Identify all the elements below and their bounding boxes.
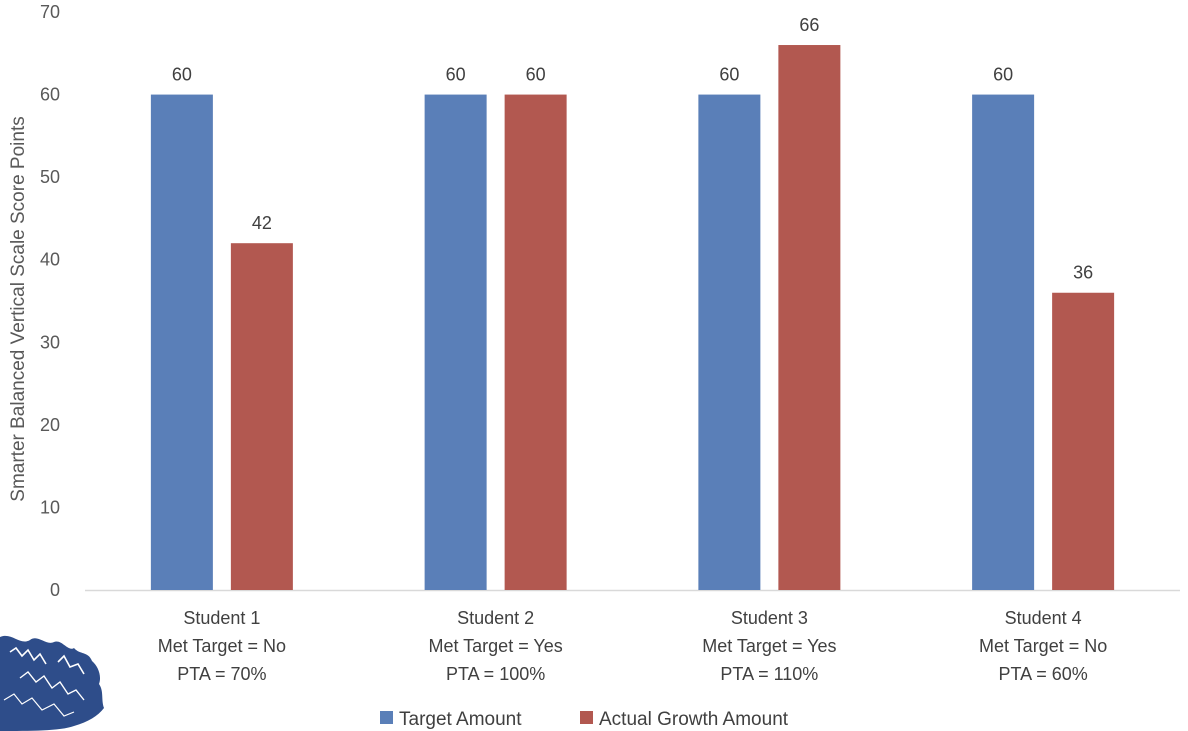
data-label-actual-growth-amount-2: 60: [526, 65, 546, 85]
category-label-3-line-2: Met Target = Yes: [702, 636, 836, 656]
bars: [150, 45, 1115, 591]
category-label-2-line-2: Met Target = Yes: [428, 636, 562, 656]
y-tick-label-10: 10: [40, 497, 60, 517]
bar-target-amount-2: [424, 94, 487, 591]
data-label-actual-growth-amount-1: 42: [252, 213, 272, 233]
category-label-1-line-3: PTA = 70%: [177, 664, 266, 684]
data-label-target-amount-4: 60: [993, 65, 1013, 85]
y-tick-labels: 0 10 20 30 40 50 60 70: [40, 2, 60, 600]
y-tick-label-0: 0: [50, 580, 60, 600]
category-label-4-line-1: Student 4: [1005, 608, 1082, 628]
y-tick-label-50: 50: [40, 167, 60, 187]
bar-target-amount-4: [972, 94, 1035, 591]
legend-label-target-amount: Target Amount: [399, 709, 522, 730]
category-label-3-line-1: Student 3: [731, 608, 808, 628]
data-label-target-amount-1: 60: [172, 65, 192, 85]
y-tick-label-70: 70: [40, 2, 60, 22]
y-axis-title: Smarter Balanced Vertical Scale Score Po…: [8, 116, 29, 501]
category-label-3-line-3: PTA = 110%: [720, 664, 818, 684]
legend-swatch-target-amount: [380, 711, 393, 724]
y-axis-title-text: Smarter Balanced Vertical Scale Score Po…: [8, 116, 29, 501]
category-labels: Student 1 Met Target = No PTA = 70% Student…: [158, 608, 1107, 684]
bar-actual-growth-amount-2: [504, 94, 567, 591]
legend-swatch-actual-growth-amount: [580, 711, 593, 724]
category-label-4-line-2: Met Target = No: [979, 636, 1107, 656]
y-tick-label-20: 20: [40, 415, 60, 435]
bar-actual-growth-amount-4: [1052, 292, 1115, 590]
category-label-1-line-2: Met Target = No: [158, 636, 286, 656]
data-label-actual-growth-amount-3: 66: [799, 15, 819, 35]
data-label-target-amount-2: 60: [446, 65, 466, 85]
category-label-1-line-1: Student 1: [183, 608, 260, 628]
category-label-2-line-3: PTA = 100%: [446, 664, 545, 684]
legend: Target Amount Actual Growth Amount: [380, 709, 789, 730]
bar-actual-growth-amount-3: [778, 45, 841, 591]
bar-target-amount-1: [150, 94, 213, 591]
bar-target-amount-3: [698, 94, 761, 591]
legend-label-actual-growth-amount: Actual Growth Amount: [599, 709, 789, 730]
y-tick-label-30: 30: [40, 332, 60, 352]
data-label-target-amount-3: 60: [719, 65, 739, 85]
y-tick-label-40: 40: [40, 250, 60, 270]
tree-logo-icon: [0, 635, 104, 731]
category-label-2-line-1: Student 2: [457, 608, 534, 628]
bar-actual-growth-amount-1: [230, 243, 293, 590]
data-label-actual-growth-amount-4: 36: [1073, 263, 1093, 283]
data-labels: 60 42 60 60 60 66 60 36: [172, 15, 1093, 283]
y-tick-label-60: 60: [40, 85, 60, 105]
category-label-4-line-3: PTA = 60%: [999, 664, 1088, 684]
